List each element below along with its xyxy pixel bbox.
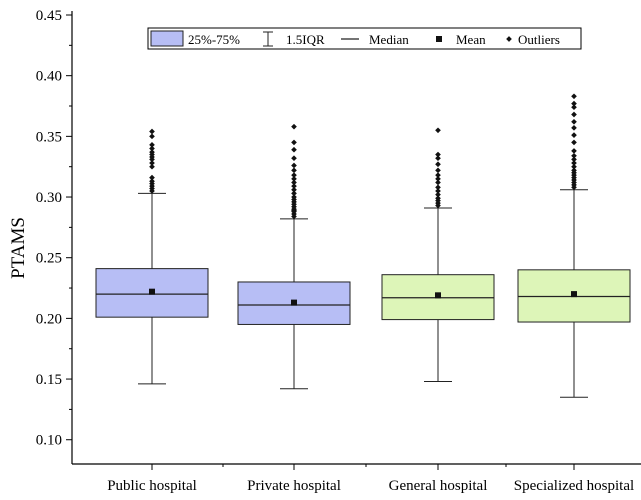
outlier-point: [571, 160, 577, 166]
y-axis-label: PTAMS: [8, 217, 29, 279]
y-tick-label: 0.30: [36, 190, 62, 206]
legend-mean-symbol: [436, 36, 442, 42]
outlier-point: [149, 174, 155, 181]
outlier-point: [435, 195, 441, 202]
outlier-point: [571, 152, 577, 159]
legend-box-swatch: [150, 30, 184, 47]
outlier-point: [291, 190, 297, 197]
outlier-point: [435, 155, 441, 162]
outlier-point: [149, 128, 155, 135]
outlier-point: [571, 132, 577, 138]
legend-frame: [147, 27, 582, 50]
outlier-point: [571, 111, 577, 118]
y-tick-label: 0.35: [36, 129, 62, 145]
legend-label: 1.5IQR: [286, 32, 325, 47]
outlier-point: [149, 133, 155, 140]
x-tick-label: Private hospital: [247, 478, 341, 494]
mean-marker: [291, 299, 297, 306]
outlier-point: [435, 127, 441, 134]
y-tick-label: 0.15: [36, 372, 62, 388]
outlier-point: [149, 178, 155, 185]
outlier-point: [571, 118, 577, 125]
outlier-point: [291, 172, 297, 179]
box-group: [381, 127, 495, 382]
y-tick-label: 0.25: [36, 251, 62, 267]
mean-marker: [435, 292, 441, 299]
outlier-point: [435, 179, 441, 186]
outlier-point: [435, 167, 441, 174]
x-tick-label: Public hospital: [107, 478, 197, 494]
outlier-point: [435, 188, 441, 194]
outlier-point: [435, 175, 441, 182]
outlier-point: [571, 125, 577, 131]
y-tick-label: 0.10: [36, 433, 62, 449]
outlier-point: [435, 172, 441, 179]
legend-label: Outliers: [518, 32, 560, 47]
boxes: [95, 93, 631, 398]
outlier-point: [291, 175, 297, 182]
outlier-point: [291, 167, 297, 174]
y-tick-label: 0.40: [36, 69, 62, 85]
outlier-point: [149, 145, 155, 152]
outlier-point: [291, 139, 297, 146]
outlier-point: [291, 194, 297, 200]
outlier-point: [571, 93, 577, 100]
legend-label: Median: [369, 32, 409, 47]
outlier-point: [435, 161, 441, 168]
outlier-point: [291, 123, 297, 130]
outlier-point: [149, 160, 155, 166]
outlier-point: [435, 151, 441, 158]
legend-label: 25%-75%: [188, 32, 240, 47]
outlier-point: [571, 156, 577, 163]
y-tick-label: 0.45: [36, 8, 62, 24]
outlier-point: [435, 191, 441, 198]
outlier-point: [291, 162, 297, 169]
outlier-point: [571, 100, 577, 107]
x-tick-label: Specialized hospital: [514, 478, 634, 494]
outlier-point: [149, 142, 155, 148]
mean-marker: [149, 288, 155, 295]
outlier-point: [291, 155, 297, 162]
outlier-point: [291, 183, 297, 189]
outlier-point: [149, 149, 155, 155]
legend-label: Mean: [456, 32, 486, 47]
outlier-point: [149, 163, 155, 170]
axes: 0.10 0.15 0.20 0.25 0.30 0.35 0.40 0.45 Public h…: [36, 8, 641, 494]
outlier-point: [435, 184, 441, 191]
outlier-point: [291, 186, 297, 193]
x-tick-label: General hospital: [389, 478, 488, 494]
box-group: [517, 93, 631, 398]
box-group: [95, 128, 209, 385]
legend: 25%-75% 1.5IQR Median Mean Outliers: [147, 27, 582, 50]
outlier-point: [571, 139, 577, 146]
mean-marker: [571, 291, 577, 298]
outlier-point: [571, 167, 577, 174]
outlier-point: [571, 104, 577, 111]
box-group: [237, 123, 351, 390]
y-tick-label: 0.20: [36, 311, 62, 327]
outlier-point: [571, 163, 577, 170]
outlier-point: [291, 146, 297, 153]
outlier-point: [291, 179, 297, 186]
outlier-point: [571, 148, 577, 154]
